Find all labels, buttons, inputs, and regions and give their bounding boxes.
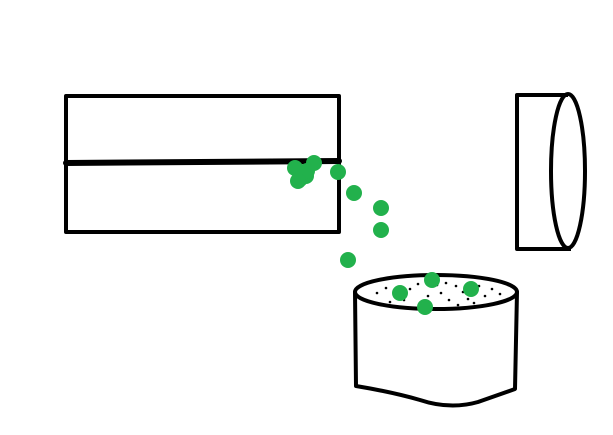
speck — [444, 281, 448, 285]
speck — [416, 282, 420, 286]
speck — [472, 301, 476, 305]
particle — [373, 200, 389, 216]
cylinder-body — [515, 93, 571, 251]
speck — [447, 298, 451, 302]
particle — [373, 222, 389, 238]
speck — [426, 294, 430, 298]
speck — [384, 286, 388, 290]
speck — [483, 294, 487, 298]
speck — [388, 300, 392, 304]
speck — [454, 284, 458, 288]
cup-body — [353, 290, 519, 408]
particle — [424, 272, 440, 288]
cylinder-end-face — [549, 92, 587, 250]
speck — [466, 297, 470, 301]
speck — [375, 291, 379, 295]
particle — [330, 164, 346, 180]
speck — [408, 287, 412, 291]
particle — [306, 155, 322, 171]
particle — [417, 299, 433, 315]
horizontal-cylinder — [515, 92, 587, 251]
particle — [463, 281, 479, 297]
particles — [287, 155, 479, 315]
particle — [392, 285, 408, 301]
particle — [340, 252, 356, 268]
speck — [456, 303, 460, 307]
speck — [490, 287, 494, 291]
open-cup — [353, 273, 519, 408]
speck — [498, 292, 502, 296]
particle — [290, 173, 306, 189]
speck — [439, 291, 443, 295]
particle — [346, 185, 362, 201]
